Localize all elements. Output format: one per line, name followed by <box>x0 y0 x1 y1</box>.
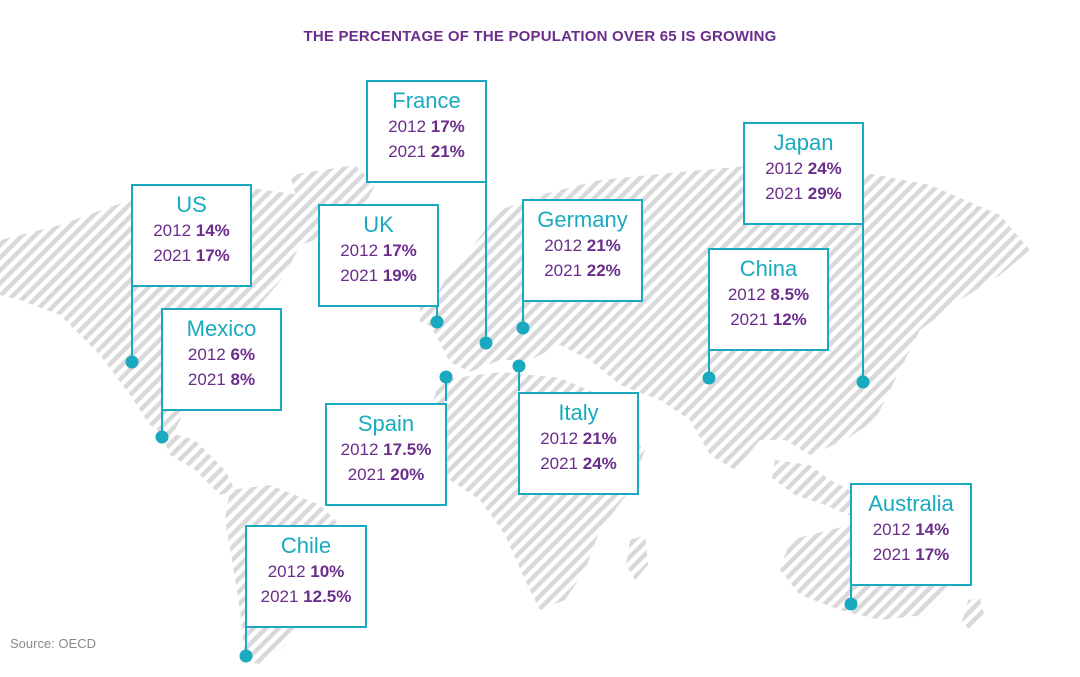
stat-value: 8.5% <box>770 285 810 304</box>
callout-australia: Australia 2012 14% 2021 17% <box>850 483 972 586</box>
stat-row-2021: 2021 21% <box>388 142 465 161</box>
stat-value: 17.5% <box>383 440 432 459</box>
stat-value: 14% <box>915 520 950 539</box>
stat-row-2012: 2012 24% <box>765 159 842 178</box>
stat-row-2012: 2012 14% <box>872 520 950 539</box>
map-title: THE PERCENTAGE OF THE POPULATION OVER 65… <box>303 28 777 45</box>
stat-row-2012: 2012 17% <box>388 117 465 136</box>
stat-row-2012: 2012 6% <box>187 345 256 364</box>
pin-china <box>702 371 716 385</box>
country-name: Mexico <box>186 316 257 341</box>
stat-row-2012: 2012 17% <box>340 241 417 260</box>
stat-row-2021: 2021 12% <box>730 310 807 329</box>
country-name: US <box>176 192 207 217</box>
callout-mexico: Mexico 2012 6% 2021 8% <box>161 308 282 411</box>
new-zealand-landmass <box>962 598 985 632</box>
stat-value: 6% <box>230 345 256 364</box>
country-name: Spain <box>357 411 415 436</box>
country-name: Chile <box>280 533 332 558</box>
pin-chile <box>239 649 253 663</box>
stat-row-2021: 2021 20% <box>347 465 425 484</box>
stat-value: 22% <box>586 261 621 280</box>
leader-lines <box>131 181 864 656</box>
callout-spain: Spain 2012 17.5% 2021 20% <box>325 403 447 506</box>
pin-germany <box>516 321 530 335</box>
stat-value: 21% <box>582 429 617 448</box>
stat-value: 12.5% <box>303 587 352 606</box>
stat-value: 17% <box>195 246 230 265</box>
pin-us <box>125 355 139 369</box>
callout-us: US 2012 14% 2021 17% <box>131 184 252 287</box>
callout-italy: Italy 2012 21% 2021 24% <box>518 392 639 495</box>
stat-value: 8% <box>230 370 256 389</box>
pin-japan <box>856 375 870 389</box>
stat-row-2012: 2012 21% <box>540 429 617 448</box>
pin-uk <box>430 315 444 329</box>
country-name: Australia <box>868 491 954 516</box>
stat-row-2021: 2021 24% <box>540 454 617 473</box>
stat-value: 29% <box>807 184 842 203</box>
stat-value: 21% <box>586 236 621 255</box>
stat-value: 24% <box>582 454 617 473</box>
madagascar-landmass <box>626 535 648 580</box>
stat-row-2021: 2021 17% <box>872 545 950 564</box>
japan-landmass <box>862 335 890 385</box>
callout-china: China 2012 8.5% 2021 12% <box>708 248 829 351</box>
callout-germany: Germany 2012 21% 2021 22% <box>522 199 643 302</box>
location-pins <box>125 315 870 663</box>
source-note: Source: OECD <box>10 636 96 651</box>
stat-row-2012: 2012 8.5% <box>727 285 810 304</box>
country-name: Italy <box>558 400 599 425</box>
stat-row-2021: 2021 29% <box>765 184 842 203</box>
country-name: Japan <box>773 130 834 155</box>
stat-row-2021: 2021 8% <box>187 370 256 389</box>
country-name: France <box>392 88 461 113</box>
pin-spain <box>439 370 453 384</box>
callout-uk: UK 2012 17% 2021 19% <box>318 204 439 307</box>
country-name: Germany <box>537 207 628 232</box>
stat-value: 14% <box>195 221 230 240</box>
stat-value: 17% <box>430 117 465 136</box>
stat-row-2021: 2021 12.5% <box>260 587 352 606</box>
stat-row-2012: 2012 10% <box>267 562 345 581</box>
stat-row-2012: 2012 14% <box>153 221 230 240</box>
callout-france: France 2012 17% 2021 21% <box>366 80 487 183</box>
pin-italy <box>512 359 526 373</box>
stat-value: 17% <box>915 545 950 564</box>
stat-value: 20% <box>390 465 425 484</box>
stat-value: 17% <box>382 241 417 260</box>
pin-france <box>479 336 493 350</box>
country-name: UK <box>363 212 394 237</box>
stat-value: 10% <box>310 562 345 581</box>
stat-value: 12% <box>772 310 807 329</box>
stat-row-2021: 2021 19% <box>340 266 417 285</box>
stat-row-2012: 2012 21% <box>544 236 621 255</box>
stat-row-2021: 2021 17% <box>153 246 230 265</box>
central-america-landmass <box>160 430 235 495</box>
stat-row-2021: 2021 22% <box>544 261 621 280</box>
country-name: China <box>739 256 798 281</box>
stat-row-2012: 2012 17.5% <box>340 440 432 459</box>
pin-mexico <box>155 430 169 444</box>
callout-japan: Japan 2012 24% 2021 29% <box>743 122 864 225</box>
stat-value: 21% <box>430 142 465 161</box>
callout-chile: Chile 2012 10% 2021 12.5% <box>245 525 367 628</box>
pin-australia <box>844 597 858 611</box>
stat-value: 19% <box>382 266 417 285</box>
stat-value: 24% <box>807 159 842 178</box>
